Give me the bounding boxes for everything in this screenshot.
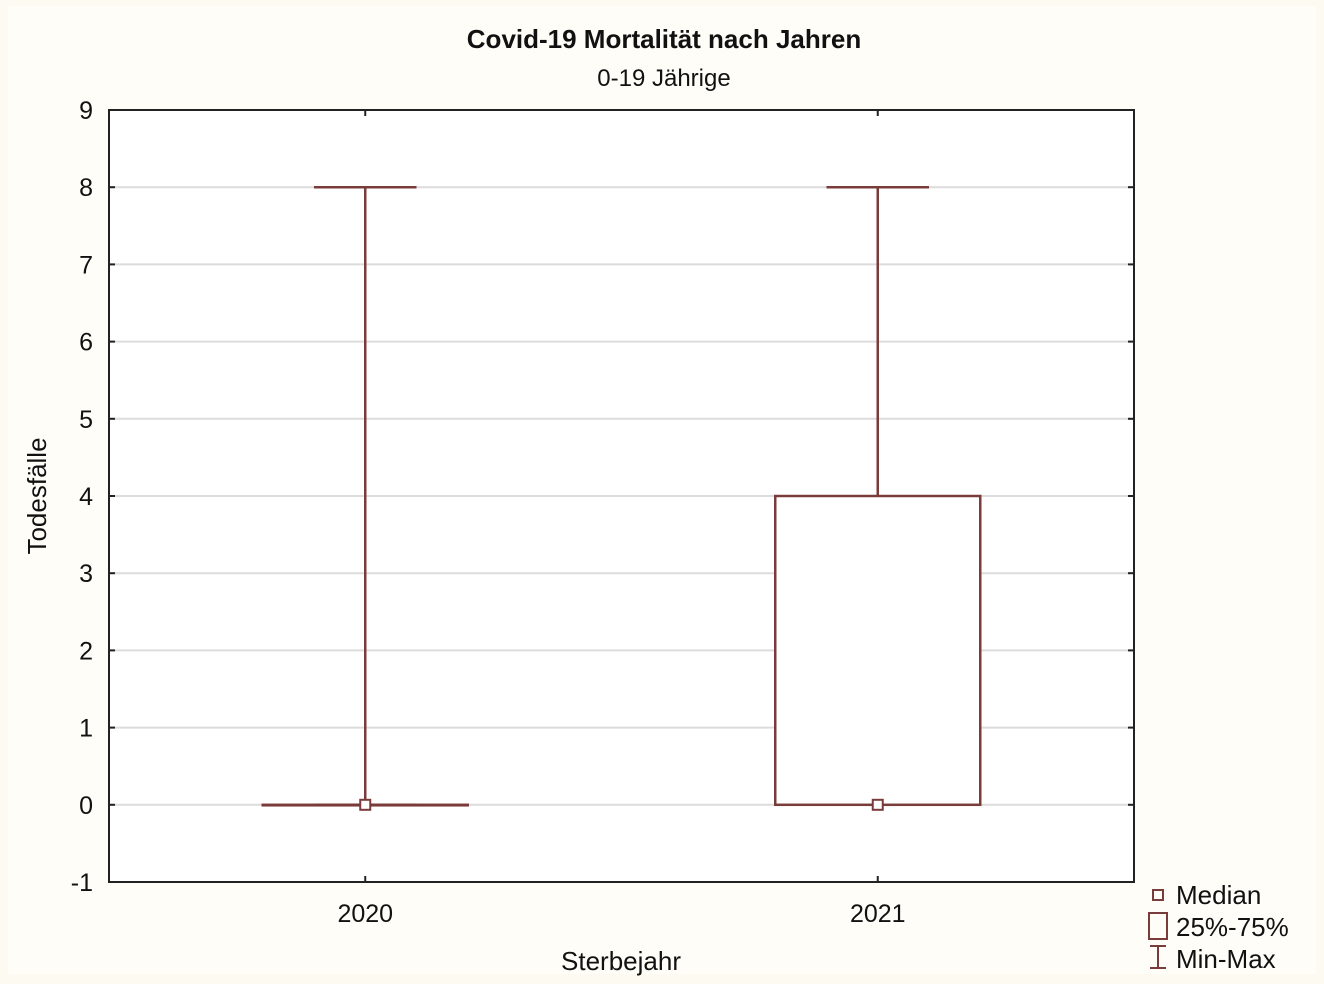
y-tick-label: 6 [79, 329, 93, 357]
legend-whisker-symbol [1150, 945, 1166, 969]
y-tick-label: 3 [79, 560, 93, 588]
y-tick-label: 1 [79, 715, 93, 743]
y-tick-label: 7 [79, 251, 93, 279]
y-tick-label: 8 [79, 174, 93, 202]
iqr-box [774, 494, 982, 807]
y-tick-label: 9 [79, 97, 93, 125]
box-2021 [774, 185, 982, 811]
chart-title: Covid-19 Mortalität nach Jahren [467, 24, 861, 54]
legend-box-label: 25%-75% [1176, 912, 1289, 942]
x-tick-label: 2021 [850, 900, 906, 928]
legend-median-symbol [1152, 889, 1164, 901]
axis-ticks: -1 0 1 2 3 4 5 6 7 8 9 2020 2021 [71, 97, 1134, 928]
y-tick-label: 5 [79, 406, 93, 434]
median-marker [359, 798, 372, 811]
x-axis-label: Sterbejahr [561, 946, 681, 976]
y-tick-label: 0 [79, 792, 93, 820]
y-axis-label: Todesfälle [22, 437, 52, 554]
chart-subtitle: 0-19 Jährige [597, 65, 730, 92]
legend-median-label: Median [1176, 880, 1261, 910]
median-marker [871, 798, 884, 811]
y-tick-label: 4 [79, 483, 93, 511]
y-tick-label: -1 [71, 869, 93, 897]
legend: Median 25%-75% Min-Max [1148, 880, 1289, 974]
x-tick-label: 2020 [337, 900, 393, 928]
legend-whisker-label: Min-Max [1176, 944, 1276, 974]
y-tick-label: 2 [79, 637, 93, 665]
plot-frame [108, 109, 1135, 883]
box-series [261, 185, 982, 811]
box-2020 [261, 185, 469, 811]
legend-box-symbol [1148, 912, 1168, 940]
